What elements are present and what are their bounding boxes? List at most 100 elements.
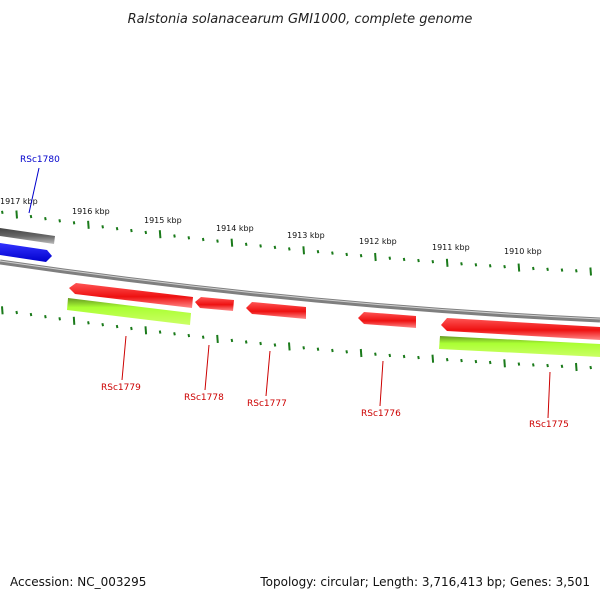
minor-tick — [359, 254, 363, 258]
major-tick — [445, 258, 449, 267]
minor-tick — [302, 346, 305, 350]
minor-tick — [273, 343, 277, 347]
minor-tick — [474, 359, 478, 364]
major-tick — [431, 354, 435, 363]
leader-line-rsc1775 — [547, 371, 551, 419]
scale-ticks-outer — [1, 210, 592, 276]
reverse-gene-rsc1777[interactable] — [246, 302, 306, 319]
minor-tick — [417, 258, 420, 263]
minor-tick — [402, 354, 406, 359]
major-tick — [230, 238, 234, 247]
major-tick — [359, 348, 363, 358]
scale-label-1916: 1916 kbp — [72, 207, 110, 216]
reverse-gene-rsc1775[interactable] — [441, 318, 600, 340]
minor-tick — [388, 353, 392, 358]
minor-tick — [144, 230, 148, 235]
scale-label-1917: 1917 kbp — [0, 197, 38, 206]
minor-tick — [417, 355, 420, 360]
cds-band-rsc1775[interactable] — [439, 336, 600, 357]
minor-tick — [560, 268, 564, 272]
minor-tick — [29, 214, 33, 219]
major-tick — [503, 359, 506, 368]
minor-tick — [58, 219, 61, 223]
gene-label-rsc1775[interactable]: RSc1775 — [529, 420, 569, 430]
minor-tick — [474, 263, 478, 267]
scale-label-1913: 1913 kbp — [287, 231, 325, 240]
minor-tick — [244, 340, 248, 344]
minor-tick — [101, 323, 104, 327]
major-tick — [216, 334, 219, 343]
minor-tick — [431, 260, 435, 264]
minor-tick — [388, 256, 392, 260]
scale-labels: 1917 kbp 1916 kbp 1915 kbp 1914 kbp 1913… — [0, 197, 542, 256]
major-tick — [1, 306, 4, 315]
minor-tick — [44, 217, 47, 221]
gene-label-rsc1779[interactable]: RSc1779 — [101, 383, 141, 393]
minor-tick — [575, 269, 578, 273]
reverse-gene-rsc1776[interactable] — [358, 312, 416, 328]
minor-tick — [87, 321, 90, 325]
minor-tick — [244, 242, 248, 246]
scale-label-1915: 1915 kbp — [144, 216, 182, 225]
minor-tick — [101, 225, 104, 229]
major-tick — [87, 220, 90, 229]
gene-label-rsc1778[interactable]: RSc1778 — [184, 393, 224, 403]
minor-tick — [201, 335, 205, 339]
cds-band-rsc1779[interactable] — [67, 298, 191, 325]
minor-tick — [115, 227, 119, 231]
major-tick — [15, 210, 18, 219]
minor-tick — [546, 363, 549, 368]
minor-tick — [187, 333, 191, 338]
scale-label-1912: 1912 kbp — [359, 237, 397, 246]
minor-tick — [331, 348, 334, 353]
forward-gene-rsc1780[interactable] — [0, 243, 52, 262]
gene-label-rsc1777[interactable]: RSc1777 — [247, 399, 287, 409]
minor-tick — [589, 365, 592, 370]
minor-tick — [488, 360, 492, 365]
minor-tick — [374, 352, 377, 356]
genome-backbone-highlight — [0, 260, 600, 320]
minor-tick — [29, 312, 33, 317]
reverse-gene-rsc1779[interactable] — [69, 283, 193, 308]
scale-label-1910: 1910 kbp — [504, 247, 542, 256]
minor-tick — [158, 330, 162, 334]
minor-tick — [273, 245, 277, 250]
accession-text: Accession: NC_003295 — [10, 575, 146, 589]
minor-tick — [460, 262, 463, 266]
minor-tick — [201, 237, 205, 242]
minor-tick — [560, 364, 564, 368]
scale-label-1911: 1911 kbp — [432, 243, 470, 252]
minor-tick — [546, 267, 549, 271]
forward-feature-grey[interactable] — [0, 228, 55, 244]
minor-tick — [216, 239, 219, 243]
minor-tick — [517, 362, 521, 366]
genome-backbone — [0, 259, 600, 323]
major-tick — [72, 316, 76, 325]
leader-line-rsc1776 — [379, 360, 384, 407]
minor-tick — [288, 247, 291, 251]
minor-tick — [532, 363, 535, 367]
minor-tick — [445, 358, 449, 362]
minor-tick — [259, 341, 262, 346]
reverse-gene-rsc1778[interactable] — [195, 297, 234, 311]
scale-label-1914: 1914 kbp — [216, 224, 254, 233]
gene-label-rsc1780[interactable]: RSc1780 — [20, 155, 60, 165]
major-tick — [575, 362, 578, 372]
minor-tick — [331, 251, 334, 255]
minor-tick — [532, 266, 535, 271]
minor-tick — [402, 257, 406, 262]
leader-line-rsc1778 — [204, 344, 210, 391]
minor-tick — [173, 332, 176, 336]
minor-tick — [345, 350, 348, 354]
gene-label-rsc1776[interactable]: RSc1776 — [361, 409, 401, 419]
major-tick — [158, 230, 162, 239]
major-tick — [517, 263, 521, 272]
minor-tick — [259, 244, 262, 248]
leader-line-rsc1780 — [28, 167, 40, 214]
major-tick — [288, 342, 291, 351]
minor-tick — [58, 317, 61, 321]
leader-line-rsc1777 — [265, 350, 271, 397]
minor-tick — [173, 234, 176, 238]
major-tick — [302, 246, 305, 255]
